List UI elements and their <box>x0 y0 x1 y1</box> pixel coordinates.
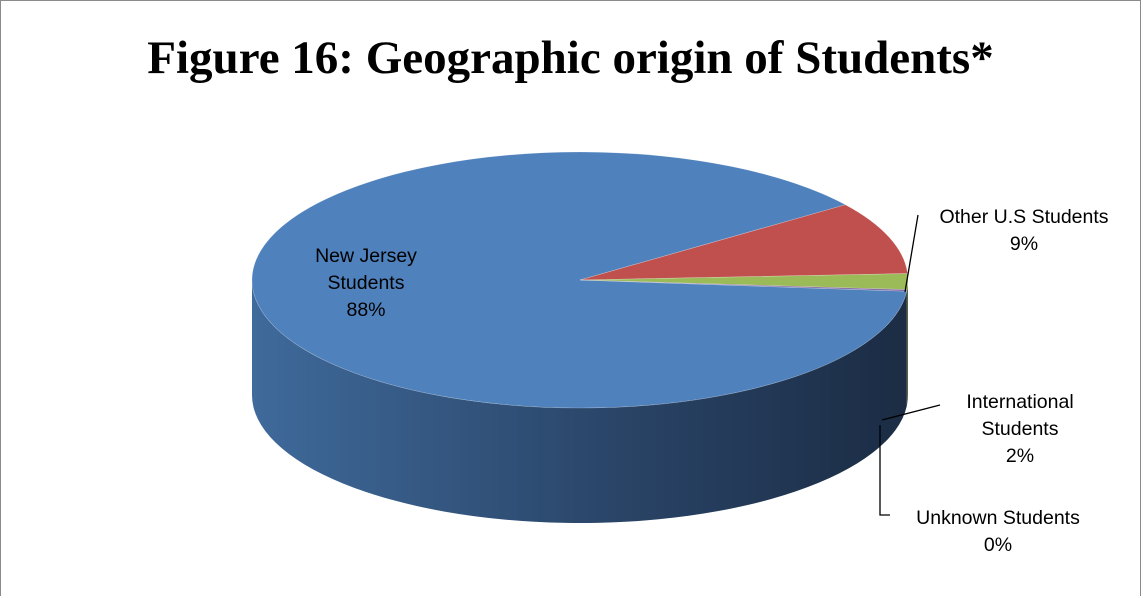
label-new-jersey-percent: 88% <box>346 299 385 321</box>
pie-sides <box>252 280 908 524</box>
label-international: International Students 2% <box>966 391 1073 467</box>
leader-other-us <box>904 214 919 293</box>
label-unknown-line: Unknown Students <box>916 507 1080 529</box>
chart-title: Figure 16: Geographic origin of Students… <box>147 32 994 84</box>
label-international-line: International <box>966 391 1073 413</box>
label-other-us-percent: 9% <box>1010 233 1038 255</box>
label-other-us-line: Other U.S Students <box>939 206 1108 228</box>
label-unknown: Unknown Students 0% <box>916 507 1080 556</box>
slice-other-us <box>579 204 908 281</box>
data-labels: New Jersey Students 88% Other U.S Students 9… <box>315 206 1109 556</box>
label-international-percent: 2% <box>1006 445 1034 467</box>
label-other-us: Other U.S Students 9% <box>939 206 1108 255</box>
label-new-jersey-line: Students <box>328 272 405 294</box>
leader-international <box>881 404 941 421</box>
side-new-jersey <box>252 280 907 524</box>
label-international-line: Students <box>982 418 1059 440</box>
slice-new-jersey <box>251 151 908 409</box>
leader-lines <box>879 214 941 516</box>
side-international <box>907 280 908 405</box>
label-unknown-percent: 0% <box>984 534 1012 556</box>
label-new-jersey-line: New Jersey <box>315 245 417 267</box>
slice-unknown <box>579 279 908 292</box>
label-new-jersey: New Jersey Students 88% <box>315 245 417 321</box>
leader-unknown <box>879 425 890 516</box>
pie-slices <box>251 151 909 409</box>
